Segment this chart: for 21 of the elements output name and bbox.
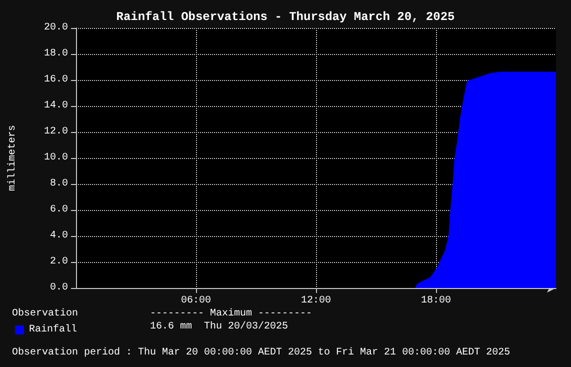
text: Observation period : Thu Mar 20 00:00:00 AEDT 2025 to Fri Mar 21 00:00:00 AEDT 2025 [12, 346, 510, 358]
y-tick-label: 18.0 [44, 48, 68, 60]
legend-label: Rainfall [29, 324, 78, 336]
x-tick-label: 12:00 [300, 296, 332, 306]
x-tick-label: 06:00 [180, 296, 212, 306]
y-tick-label: 6.0 [50, 204, 68, 216]
x-tick-label: 18:00 [420, 296, 452, 306]
y-axis-title: millimeters [6, 124, 18, 192]
legend-title: Observation [12, 308, 78, 320]
y-tick-label: 16.0 [44, 74, 68, 86]
chart-title: Rainfall Observations - Thursday March 20, 2025 [116, 10, 455, 24]
y-tick-label: 20.0 [44, 22, 68, 34]
y-tick-label: 10.0 [44, 152, 68, 164]
y-tick-label: 8.0 [50, 178, 68, 190]
text: --------- Maximum --------- [150, 308, 312, 320]
y-tick-label: 14.0 [44, 100, 68, 112]
y-tick-label: 2.0 [50, 256, 68, 268]
y-tick-label: 0.0 [50, 282, 68, 294]
y-tick-label: 4.0 [50, 230, 68, 242]
text: 16.6 mm Thu 20/03/2025 [150, 320, 288, 332]
y-tick-label: 12.0 [44, 126, 68, 138]
